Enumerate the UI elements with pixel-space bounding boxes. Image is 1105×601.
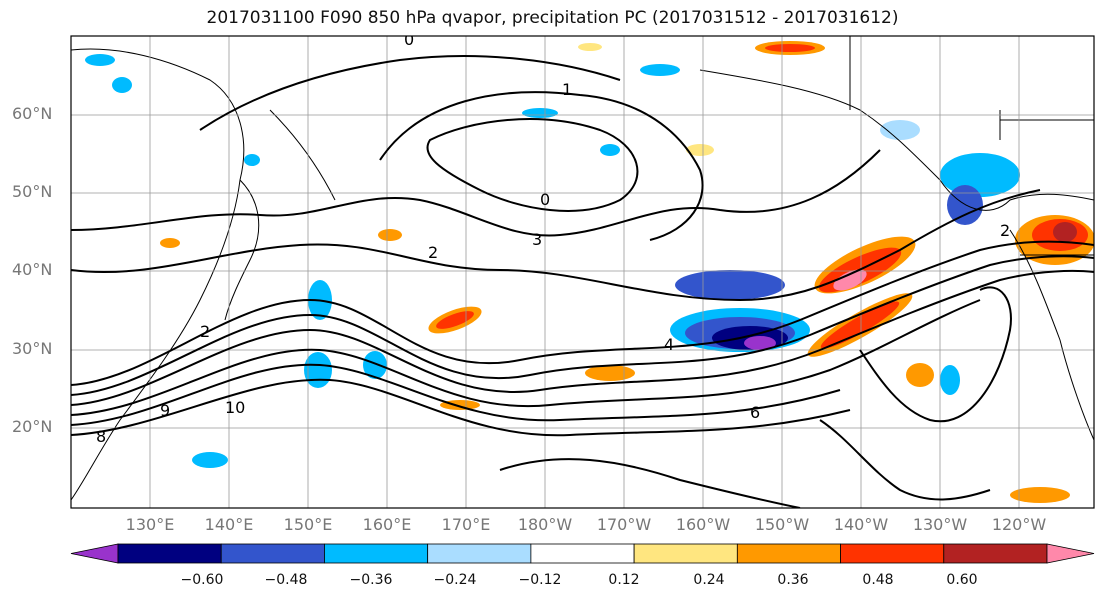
- lon-label: 160°W: [675, 515, 731, 534]
- lat-label: 20°N: [12, 417, 53, 436]
- gridlines: [71, 36, 1094, 508]
- colorbar-tick-label: 0.60: [946, 572, 978, 588]
- lon-label: 140°W: [833, 515, 889, 534]
- colorbar-tick-label: −0.24: [433, 572, 477, 588]
- contour-label: 3: [532, 230, 542, 249]
- precipitation-shading: [85, 41, 1094, 503]
- contour-label: 0: [404, 30, 414, 49]
- colorbar-segment: [633, 543, 738, 564]
- lon-label: 130°E: [125, 515, 175, 534]
- colorbar-tick-label: 0.12: [608, 572, 640, 588]
- lat-label: 50°N: [12, 182, 53, 201]
- qvapor-contours: [71, 55, 1094, 508]
- lon-label: 120°W: [991, 515, 1047, 534]
- colorbar-extend-high: [1046, 543, 1095, 564]
- map-title: 2017031100 F090 850 hPa qvapor, precipit…: [206, 8, 899, 28]
- lon-label: 150°W: [754, 515, 810, 534]
- contour-label: 10: [225, 398, 245, 417]
- colorbar-tick-label: −0.12: [518, 572, 562, 588]
- contour-label: 2: [428, 243, 438, 262]
- lon-label: 130°W: [912, 515, 968, 534]
- colorbar-segment: [117, 543, 222, 564]
- lat-label: 30°N: [12, 339, 53, 358]
- contour-label: 8: [96, 427, 106, 446]
- colorbar-segment: [220, 543, 325, 564]
- colorbar-segment: [530, 543, 635, 564]
- colorbar-extend-low: [70, 543, 119, 564]
- colorbar-segment: [427, 543, 532, 564]
- colorbar-segment: [840, 543, 945, 564]
- colorbar-tick-label: −0.60: [180, 572, 224, 588]
- plot-frame: [70, 35, 1095, 509]
- lat-label: 60°N: [12, 104, 53, 123]
- colorbar-tick-label: 0.48: [862, 572, 894, 588]
- lat-label: 40°N: [12, 260, 53, 279]
- contour-labels: 0 1 0 2 3 2 4 6 8 9 10 2: [96, 30, 1010, 446]
- colorbar-tick-label: −0.36: [349, 572, 393, 588]
- lon-label: 140°E: [204, 515, 254, 534]
- contour-label: 2: [1000, 221, 1010, 240]
- lon-label: 150°E: [283, 515, 333, 534]
- lon-label: 160°E: [362, 515, 412, 534]
- colorbar-tick-label: 0.24: [693, 572, 725, 588]
- plot-background: [71, 36, 1094, 508]
- colorbar-segment: [736, 543, 841, 564]
- contour-label: 1: [562, 80, 572, 99]
- contour-label: 2: [200, 322, 210, 341]
- lon-label: 180°W: [517, 515, 573, 534]
- colorbar-segment: [324, 543, 429, 564]
- colorbar-segment: [943, 543, 1048, 564]
- colorbar-tick-label: 0.36: [777, 572, 809, 588]
- contour-label: 6: [750, 403, 760, 422]
- colorbar: [70, 543, 1095, 564]
- colorbar-tick-label: −0.48: [264, 572, 308, 588]
- lon-label: 170°W: [596, 515, 652, 534]
- contour-label: 9: [160, 401, 170, 420]
- contour-label: 4: [664, 335, 674, 354]
- contour-label: 0: [540, 190, 550, 209]
- lon-label: 170°E: [441, 515, 491, 534]
